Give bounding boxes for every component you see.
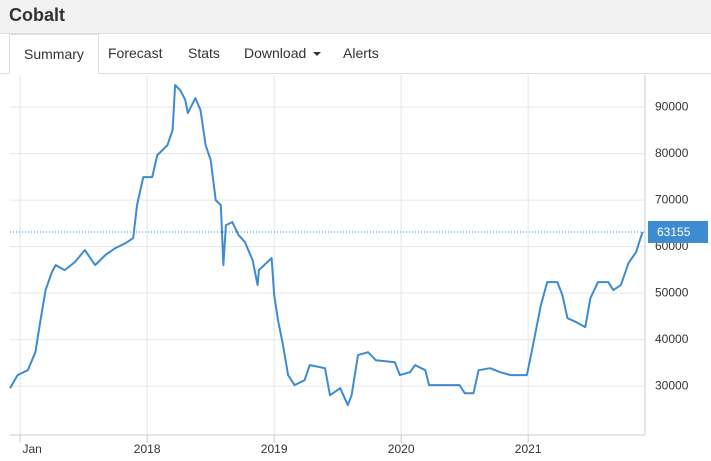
- tab[interactable]: Download: [230, 34, 336, 73]
- y-tick-label: 90000: [655, 99, 689, 113]
- y-tick-label: 50000: [655, 285, 689, 299]
- y-tick-label: 80000: [655, 146, 689, 160]
- line-series: [9, 84, 644, 407]
- y-tick-label: 40000: [655, 332, 689, 346]
- y-tick-label: 30000: [655, 378, 689, 392]
- x-tick-label: 2021: [515, 442, 542, 456]
- tab[interactable]: Summary: [9, 34, 99, 74]
- tab[interactable]: Forecast: [108, 45, 163, 61]
- x-tick-label: 2020: [388, 442, 415, 456]
- tab-bar: Summary Forecast Stats Download Alerts: [0, 34, 711, 74]
- x-tick-label: Jan: [22, 442, 41, 456]
- x-tick-label: 2019: [261, 442, 288, 456]
- y-tick-label: 70000: [655, 192, 689, 206]
- tab[interactable]: Alerts: [343, 45, 379, 61]
- tab[interactable]: Stats: [188, 45, 220, 61]
- caret: [313, 52, 322, 57]
- page-title: Cobalt: [9, 5, 65, 25]
- tab-label[interactable]: Download: [244, 45, 307, 61]
- last-value-label: 63155: [657, 225, 691, 239]
- header: Cobalt: [0, 0, 711, 34]
- x-tick-label: 2018: [134, 442, 161, 456]
- last-value-box: [648, 220, 708, 243]
